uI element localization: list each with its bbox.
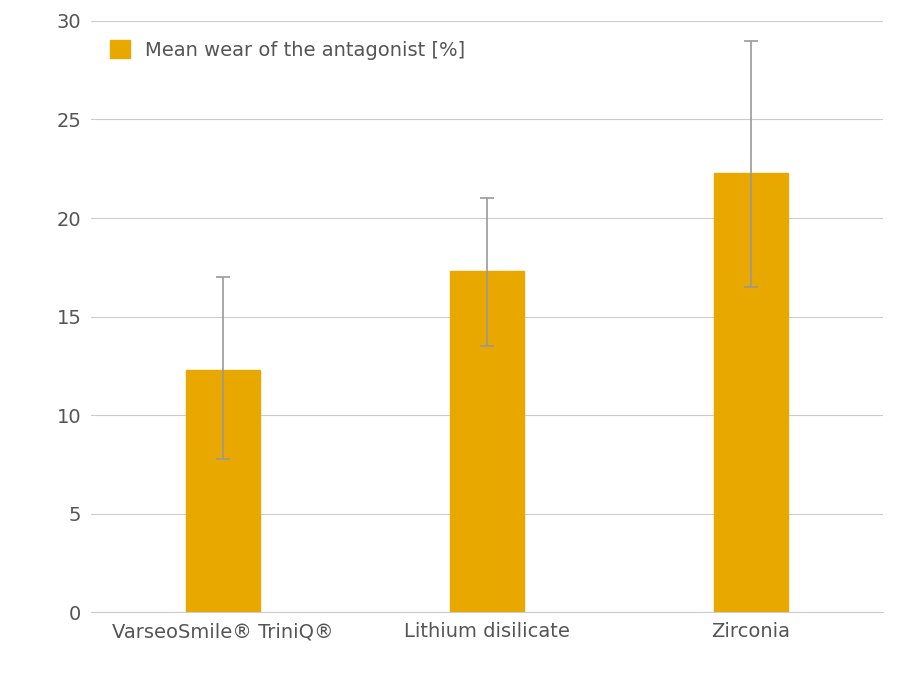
Bar [450,271,524,612]
Bar [186,370,260,612]
Legend: Mean wear of the antagonist [%]: Mean wear of the antagonist [%] [101,31,475,70]
Bar [713,173,788,612]
